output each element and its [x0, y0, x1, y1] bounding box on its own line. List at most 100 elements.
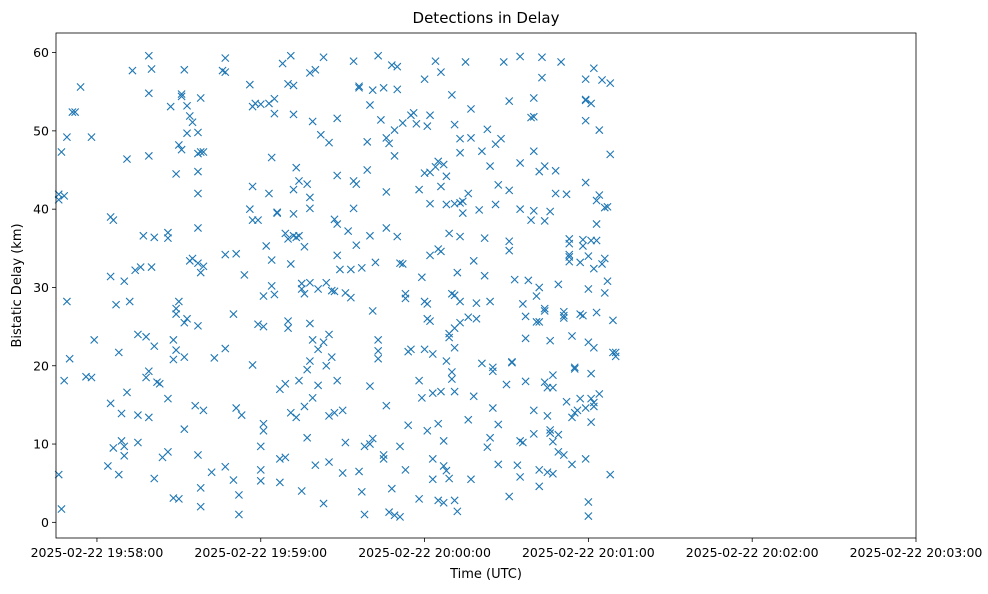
data-point	[180, 65, 189, 74]
data-point	[529, 147, 538, 156]
data-point	[565, 257, 574, 266]
data-point	[234, 510, 243, 519]
data-point	[554, 447, 563, 456]
data-point	[464, 415, 473, 424]
data-point	[401, 294, 410, 303]
data-point	[355, 467, 364, 476]
data-point	[368, 306, 377, 315]
data-point	[393, 62, 402, 71]
data-point	[346, 265, 355, 274]
data-point	[598, 259, 607, 268]
data-point	[581, 95, 590, 104]
data-point	[360, 442, 369, 451]
data-point	[600, 254, 609, 263]
data-point	[568, 332, 576, 340]
data-point	[297, 279, 306, 288]
data-point	[458, 197, 467, 206]
data-point	[117, 409, 126, 418]
data-point	[548, 469, 557, 478]
data-point	[232, 249, 241, 258]
data-point	[434, 496, 443, 505]
data-point	[57, 505, 66, 514]
data-point	[289, 209, 298, 218]
data-point	[518, 299, 527, 308]
data-point	[494, 460, 503, 469]
data-point	[535, 283, 544, 292]
data-point	[587, 418, 596, 427]
data-point	[355, 82, 364, 91]
data-point	[466, 104, 475, 113]
y-tick-label: 0	[41, 515, 49, 530]
data-point	[505, 237, 514, 246]
data-point	[472, 314, 481, 323]
data-point	[385, 508, 394, 517]
data-point	[431, 162, 440, 171]
data-point	[434, 157, 443, 166]
data-point	[62, 297, 71, 306]
data-point	[237, 411, 246, 420]
data-point	[376, 115, 385, 124]
data-point	[420, 345, 429, 354]
data-point	[191, 401, 200, 410]
data-point	[221, 462, 230, 471]
data-point	[193, 321, 202, 330]
data-point	[267, 281, 276, 290]
data-point	[445, 229, 454, 238]
data-point	[466, 475, 475, 484]
data-point	[442, 357, 451, 366]
data-point	[581, 96, 590, 105]
data-point	[529, 429, 538, 438]
data-point	[540, 216, 549, 225]
data-point	[305, 204, 314, 213]
data-point	[521, 334, 530, 343]
data-point	[598, 75, 607, 84]
data-point	[289, 110, 298, 119]
data-point	[450, 496, 459, 505]
data-point	[294, 176, 303, 185]
data-point	[256, 476, 265, 485]
data-point	[289, 81, 298, 90]
data-point	[387, 484, 396, 493]
data-point	[360, 510, 369, 519]
data-point	[439, 498, 448, 507]
data-point	[385, 139, 394, 148]
data-point	[196, 483, 205, 492]
data-point	[532, 292, 541, 301]
data-point	[193, 259, 202, 268]
data-point	[573, 406, 582, 415]
data-point	[221, 54, 230, 63]
y-tick-label: 60	[33, 45, 49, 60]
data-point	[71, 108, 80, 117]
data-point	[281, 379, 290, 388]
data-point	[426, 251, 435, 260]
data-point	[270, 290, 279, 299]
data-point	[262, 241, 271, 250]
data-point	[469, 392, 478, 401]
data-point	[193, 167, 202, 176]
data-point	[592, 308, 601, 317]
data-point	[122, 388, 131, 397]
data-point	[163, 394, 172, 403]
data-point	[346, 293, 355, 302]
data-point	[254, 320, 263, 329]
plot-area	[54, 51, 620, 521]
data-point	[286, 259, 295, 268]
data-point	[396, 512, 404, 521]
data-point	[278, 59, 287, 68]
data-point	[349, 204, 358, 213]
data-point	[177, 145, 186, 154]
data-point	[518, 438, 527, 447]
data-point	[327, 286, 336, 295]
data-point	[199, 262, 208, 271]
data-point	[548, 371, 557, 380]
data-point	[90, 335, 99, 344]
data-point	[305, 278, 314, 287]
data-point	[529, 93, 538, 102]
plot-frame	[55, 32, 917, 539]
data-point	[412, 119, 421, 128]
data-point	[576, 258, 585, 267]
data-point	[398, 259, 407, 268]
data-point	[311, 65, 320, 74]
data-point	[382, 187, 391, 196]
data-point	[423, 299, 432, 308]
